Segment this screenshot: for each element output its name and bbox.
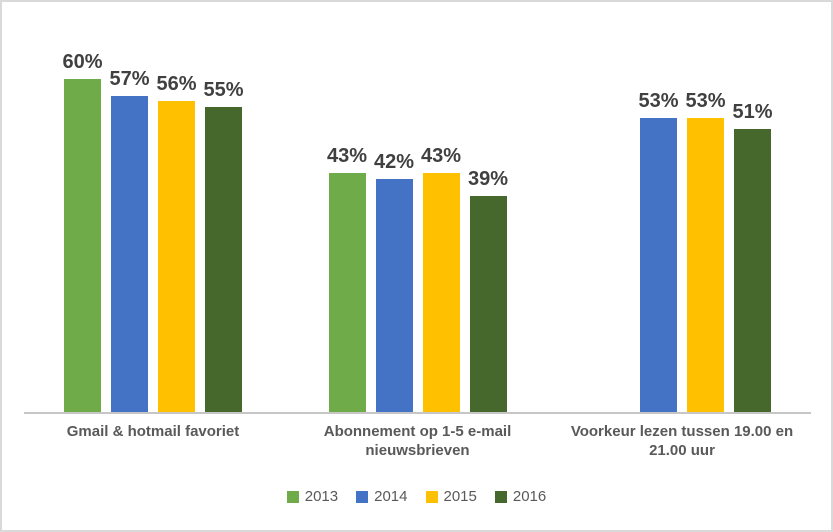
bar-value-label: 53% xyxy=(685,90,726,112)
bar-slot: 43% xyxy=(420,145,462,412)
legend-label: 2016 xyxy=(512,488,547,505)
bar-2014 xyxy=(111,96,148,412)
bar-2016 xyxy=(469,196,507,412)
bar-value-label: 56% xyxy=(156,73,197,95)
bar-slot: 53% xyxy=(685,90,726,412)
bar-2013 xyxy=(64,79,101,412)
legend-item-2013: 2013 xyxy=(286,488,339,505)
legend-item-2016: 2016 xyxy=(494,488,547,505)
category-slot: Abonnement op 1-5 e-mail nieuwsbrieven xyxy=(324,422,512,460)
bar-slot: 53% xyxy=(638,90,679,412)
bar-value-label: 42% xyxy=(373,151,415,173)
legend-label: 2015 xyxy=(443,488,477,505)
bar-slot: 43% xyxy=(326,145,368,412)
bar-value-label: 39% xyxy=(467,168,509,190)
category-axis: Gmail & hotmail favoriet Abonnement op 1… xyxy=(24,422,811,460)
bar-2015 xyxy=(158,101,195,412)
category-slot: Voorkeur lezen tussen 19.00 en 21.00 uur xyxy=(571,422,793,460)
legend-label: 2014 xyxy=(374,488,408,505)
bar-2014 xyxy=(375,179,413,412)
bar-slot: 56% xyxy=(156,73,197,412)
bar-slot: 60% xyxy=(62,51,103,412)
legend: 2013 2014 2015 2016 xyxy=(2,488,831,505)
legend-swatch-2013 xyxy=(286,490,299,503)
bar-value-label: 43% xyxy=(420,145,462,167)
legend-item-2014: 2014 xyxy=(356,488,408,505)
legend-item-2015: 2015 xyxy=(425,488,477,505)
category-label-voorkeur-lezen: Voorkeur lezen tussen 19.00 en 21.00 uur xyxy=(570,423,794,459)
bar-2013 xyxy=(328,173,366,412)
bar-value-label: 51% xyxy=(732,101,773,123)
bar-2016 xyxy=(734,129,771,412)
bar-value-label: 60% xyxy=(62,51,103,73)
category-label-abonnement: Abonnement op 1-5 e-mail nieuwsbrieven xyxy=(323,423,512,459)
bar-slot: 51% xyxy=(732,101,773,412)
legend-swatch-2016 xyxy=(494,490,507,503)
bar-slot: 57% xyxy=(109,68,150,412)
category-label-gmail-hotmail: Gmail & hotmail favoriet xyxy=(66,423,240,440)
legend-swatch-2014 xyxy=(356,490,369,503)
category-slot: Gmail & hotmail favoriet xyxy=(64,422,242,460)
bar-slot: 42% xyxy=(373,151,415,412)
legend-label: 2013 xyxy=(304,488,339,505)
bar-slot: 39% xyxy=(467,168,509,412)
bar-value-label: 57% xyxy=(109,68,150,90)
legend-swatch-2015 xyxy=(425,490,438,503)
bar-value-label: 53% xyxy=(638,90,679,112)
bar-value-label: 55% xyxy=(203,79,244,101)
bar-group: 60% 57% 56% 55% xyxy=(62,51,244,412)
bar-2014 xyxy=(640,118,677,412)
bar-2016 xyxy=(205,107,242,412)
bar-2015 xyxy=(687,118,724,412)
bar-group: 53% 53% 51% xyxy=(593,90,773,412)
bar-slot: 55% xyxy=(203,79,244,412)
bar-2015 xyxy=(422,173,460,412)
bar-value-label: 43% xyxy=(326,145,368,167)
bar-group: 43% 42% 43% 39% xyxy=(326,145,509,412)
plot-area: 60% 57% 56% 55% 43% 42% 43% 39% 53% 53% 51% xyxy=(24,2,811,414)
